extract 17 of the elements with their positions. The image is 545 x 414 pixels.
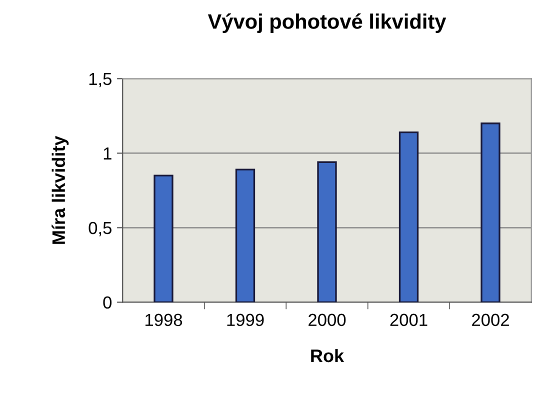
y-axis-title: Míra likvidity	[52, 136, 69, 244]
y-tick-label: 1	[104, 148, 112, 160]
x-tick-label: 1998	[146, 314, 182, 326]
bar	[480, 122, 500, 302]
bar	[317, 161, 337, 302]
bar	[154, 174, 174, 302]
x-tick-label: 1999	[227, 314, 264, 326]
y-tick-label: 1,5	[89, 73, 112, 88]
x-axis-title: Rok	[311, 348, 344, 362]
bar	[398, 131, 419, 302]
chart-title: Vývoj pohotové likvidity	[208, 13, 446, 33]
x-tick-label: 2001	[390, 314, 428, 326]
y-tick-label: 0,5	[88, 222, 112, 236]
y-tick-label: 0	[103, 296, 112, 309]
bar	[235, 168, 256, 302]
x-tick-label: 2002	[472, 314, 509, 326]
x-tick-label: 2000	[308, 314, 346, 326]
